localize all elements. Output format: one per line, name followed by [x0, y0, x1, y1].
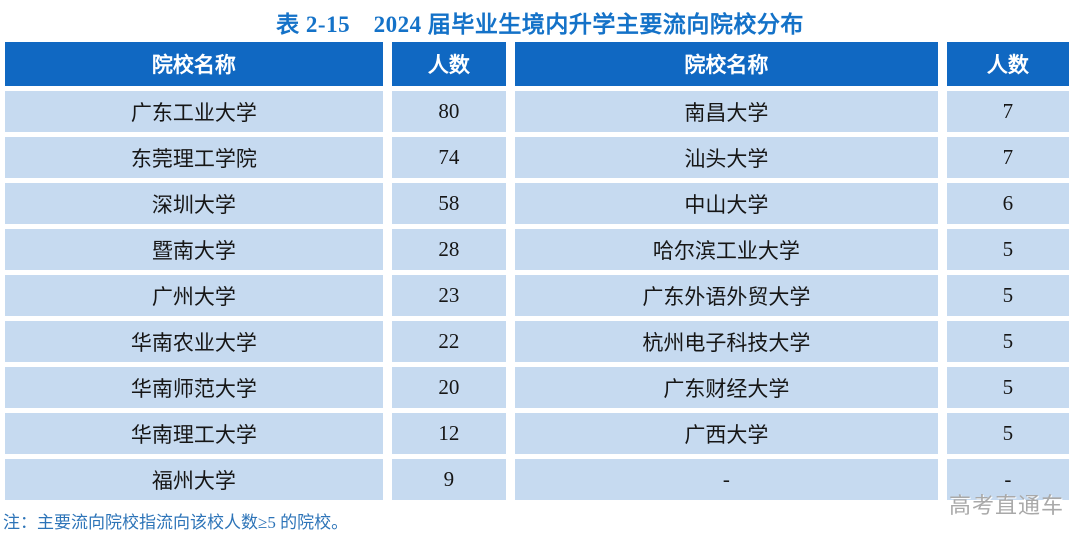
- cell-school: 华南农业大学: [5, 321, 383, 362]
- cell-count: -: [946, 459, 1069, 500]
- table-row: 广州大学 23 广东外语外贸大学 5: [5, 275, 1069, 316]
- footnote: 注：主要流向院校指流向该校人数≥5 的院校。: [3, 513, 349, 532]
- cell-count: 7: [946, 91, 1069, 132]
- table-row: 广东工业大学 80 南昌大学 7: [5, 91, 1069, 132]
- cell-count: 20: [391, 367, 506, 408]
- cell-school: 暨南大学: [5, 229, 383, 270]
- page-title: 表 2-15 2024 届毕业生境内升学主要流向院校分布: [276, 12, 804, 37]
- admissions-table: 院校名称 人数 院校名称 人数 广东工业大学 80 南昌大学 7 东莞理工学院 …: [0, 37, 1078, 505]
- cell-school: 广东财经大学: [514, 367, 938, 408]
- cell-count: 58: [391, 183, 506, 224]
- cell-school: 广东外语外贸大学: [514, 275, 938, 316]
- table-row: 华南师范大学 20 广东财经大学 5: [5, 367, 1069, 408]
- cell-school: 南昌大学: [514, 91, 938, 132]
- cell-count: 6: [946, 183, 1069, 224]
- table-row: 暨南大学 28 哈尔滨工业大学 5: [5, 229, 1069, 270]
- table-row: 东莞理工学院 74 汕头大学 7: [5, 137, 1069, 178]
- cell-count: 28: [391, 229, 506, 270]
- cell-count: 5: [946, 413, 1069, 454]
- table-header-row: 院校名称 人数 院校名称 人数: [5, 42, 1069, 86]
- cell-school: 广东工业大学: [5, 91, 383, 132]
- cell-count: 74: [391, 137, 506, 178]
- cell-count: 9: [391, 459, 506, 500]
- cell-count: 5: [946, 321, 1069, 362]
- cell-school: 中山大学: [514, 183, 938, 224]
- cell-school: 汕头大学: [514, 137, 938, 178]
- cell-count: 80: [391, 91, 506, 132]
- header-count-right: 人数: [946, 42, 1069, 86]
- cell-count: 23: [391, 275, 506, 316]
- cell-school: 深圳大学: [5, 183, 383, 224]
- table-row: 华南理工大学 12 广西大学 5: [5, 413, 1069, 454]
- header-count-left: 人数: [391, 42, 506, 86]
- cell-count: 5: [946, 229, 1069, 270]
- cell-school: 哈尔滨工业大学: [514, 229, 938, 270]
- cell-count: 5: [946, 367, 1069, 408]
- cell-school: 广西大学: [514, 413, 938, 454]
- cell-school: 华南师范大学: [5, 367, 383, 408]
- table-row: 深圳大学 58 中山大学 6: [5, 183, 1069, 224]
- cell-school: 杭州电子科技大学: [514, 321, 938, 362]
- cell-school: 华南理工大学: [5, 413, 383, 454]
- header-school-left: 院校名称: [5, 42, 383, 86]
- cell-school: -: [514, 459, 938, 500]
- table-row: 华南农业大学 22 杭州电子科技大学 5: [5, 321, 1069, 362]
- cell-school: 东莞理工学院: [5, 137, 383, 178]
- header-school-right: 院校名称: [514, 42, 938, 86]
- table-row: 福州大学 9 - -: [5, 459, 1069, 500]
- cell-school: 福州大学: [5, 459, 383, 500]
- cell-count: 22: [391, 321, 506, 362]
- cell-count: 5: [946, 275, 1069, 316]
- cell-school: 广州大学: [5, 275, 383, 316]
- cell-count: 12: [391, 413, 506, 454]
- watermark: 高考直通车: [948, 493, 1064, 518]
- cell-count: 7: [946, 137, 1069, 178]
